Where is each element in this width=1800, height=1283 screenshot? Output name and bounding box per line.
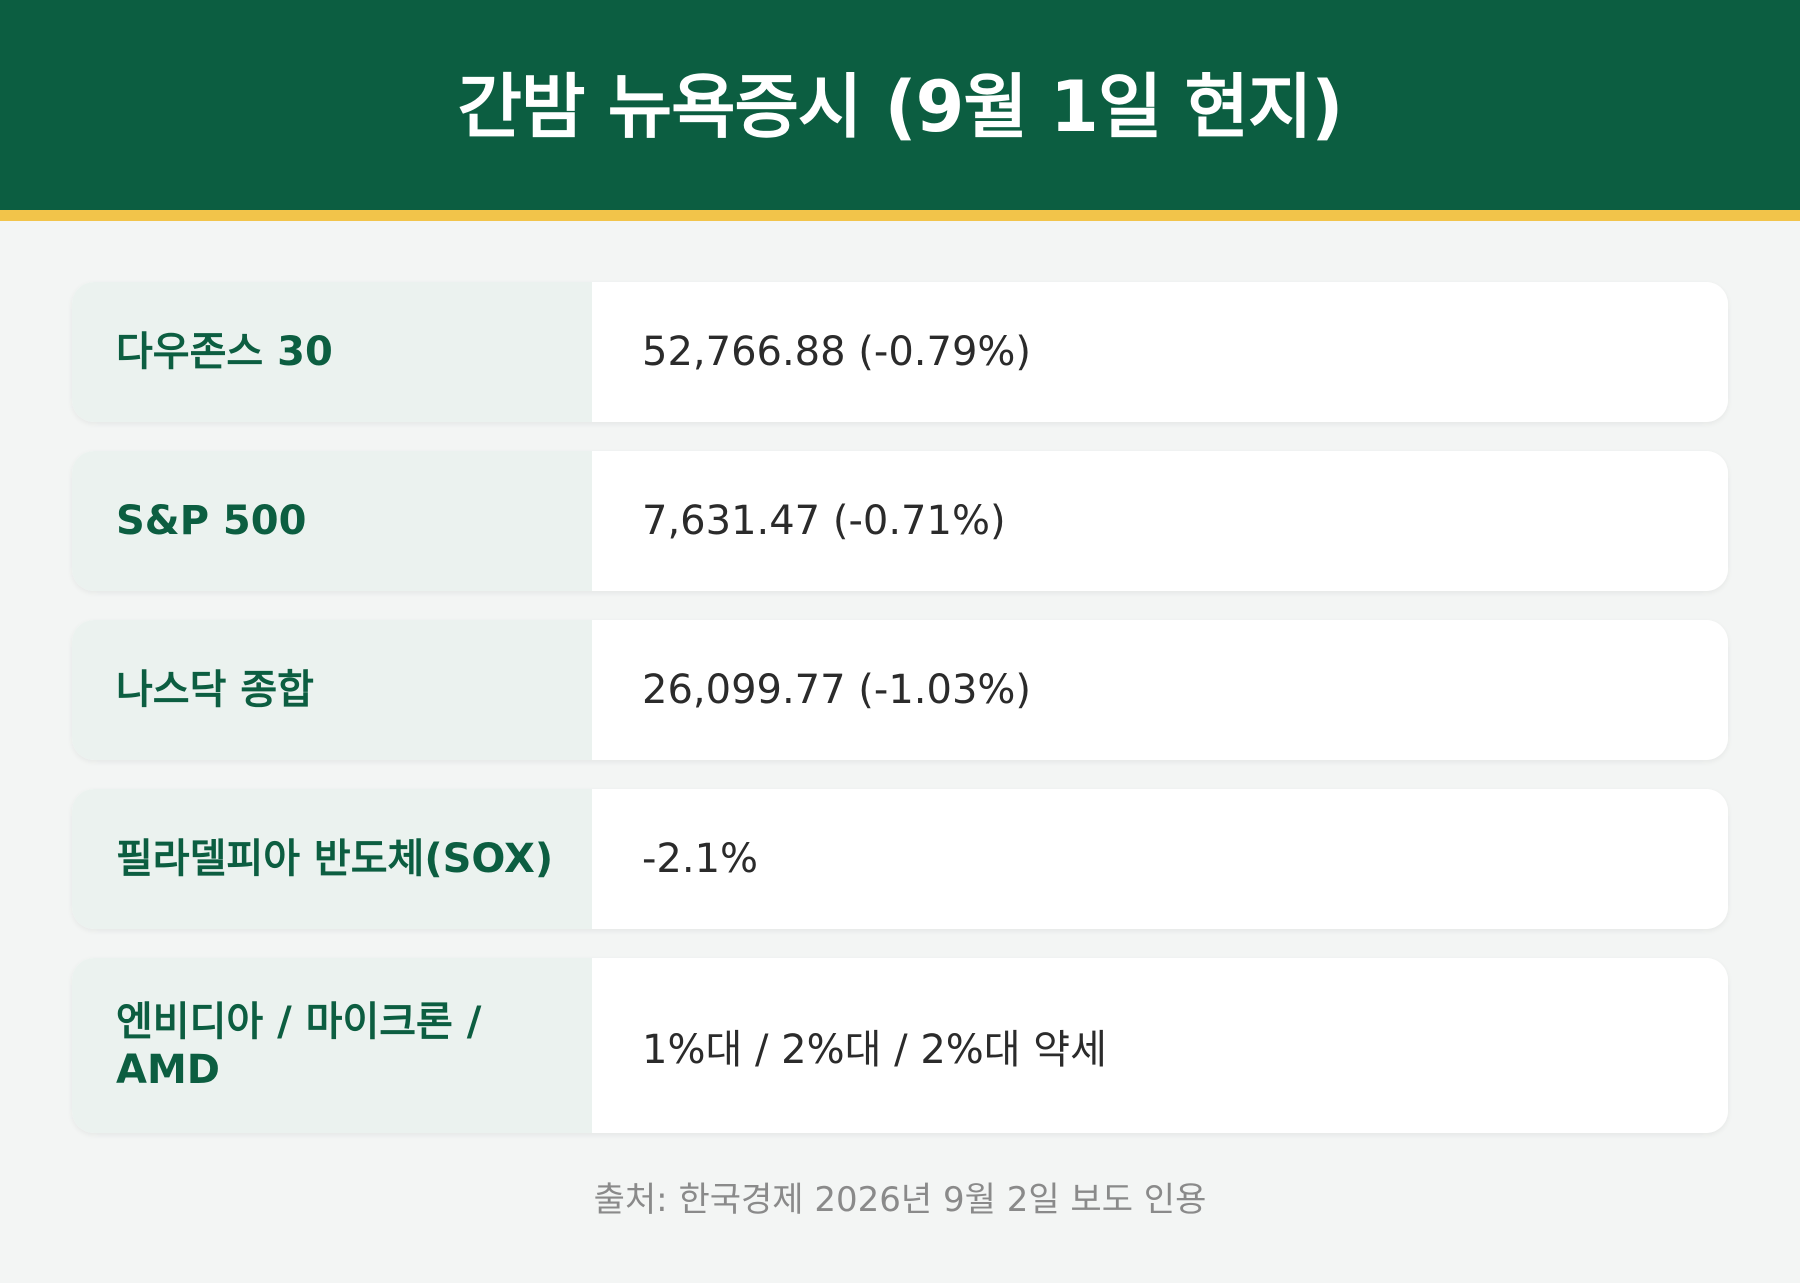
row-label: S&P 500 — [72, 451, 592, 591]
row-value: 52,766.88 (-0.79%) — [592, 282, 1728, 422]
row-value: -2.1% — [592, 789, 1728, 929]
table-row-dow: 다우존스 30 52,766.88 (-0.79%) — [72, 282, 1728, 422]
source-note: 출처: 한국경제 2026년 9월 2일 보도 인용 — [593, 1180, 1207, 1220]
row-value: 7,631.47 (-0.71%) — [592, 451, 1728, 591]
table-row-sox: 필라델피아 반도체(SOX) -2.1% — [72, 789, 1728, 929]
row-label: 필라델피아 반도체(SOX) — [72, 789, 592, 929]
table-row-sp500: S&P 500 7,631.47 (-0.71%) — [72, 451, 1728, 591]
table-row-stocks: 엔비디아 / 마이크론 / AMD 1%대 / 2%대 / 2%대 약세 — [72, 958, 1728, 1133]
row-label: 나스닥 종합 — [72, 620, 592, 760]
table-row-nasdaq: 나스닥 종합 26,099.77 (-1.03%) — [72, 620, 1728, 760]
row-value: 1%대 / 2%대 / 2%대 약세 — [592, 958, 1728, 1133]
row-label: 엔비디아 / 마이크론 / AMD — [72, 958, 592, 1133]
market-table: 다우존스 30 52,766.88 (-0.79%) S&P 500 7,631… — [72, 282, 1728, 1162]
page-title: 간밤 뉴욕증시 (9월 1일 현지) — [457, 65, 1344, 148]
header-banner: 간밤 뉴욕증시 (9월 1일 현지) — [0, 0, 1800, 210]
row-value: 26,099.77 (-1.03%) — [592, 620, 1728, 760]
row-label: 다우존스 30 — [72, 282, 592, 422]
accent-divider — [0, 210, 1800, 221]
